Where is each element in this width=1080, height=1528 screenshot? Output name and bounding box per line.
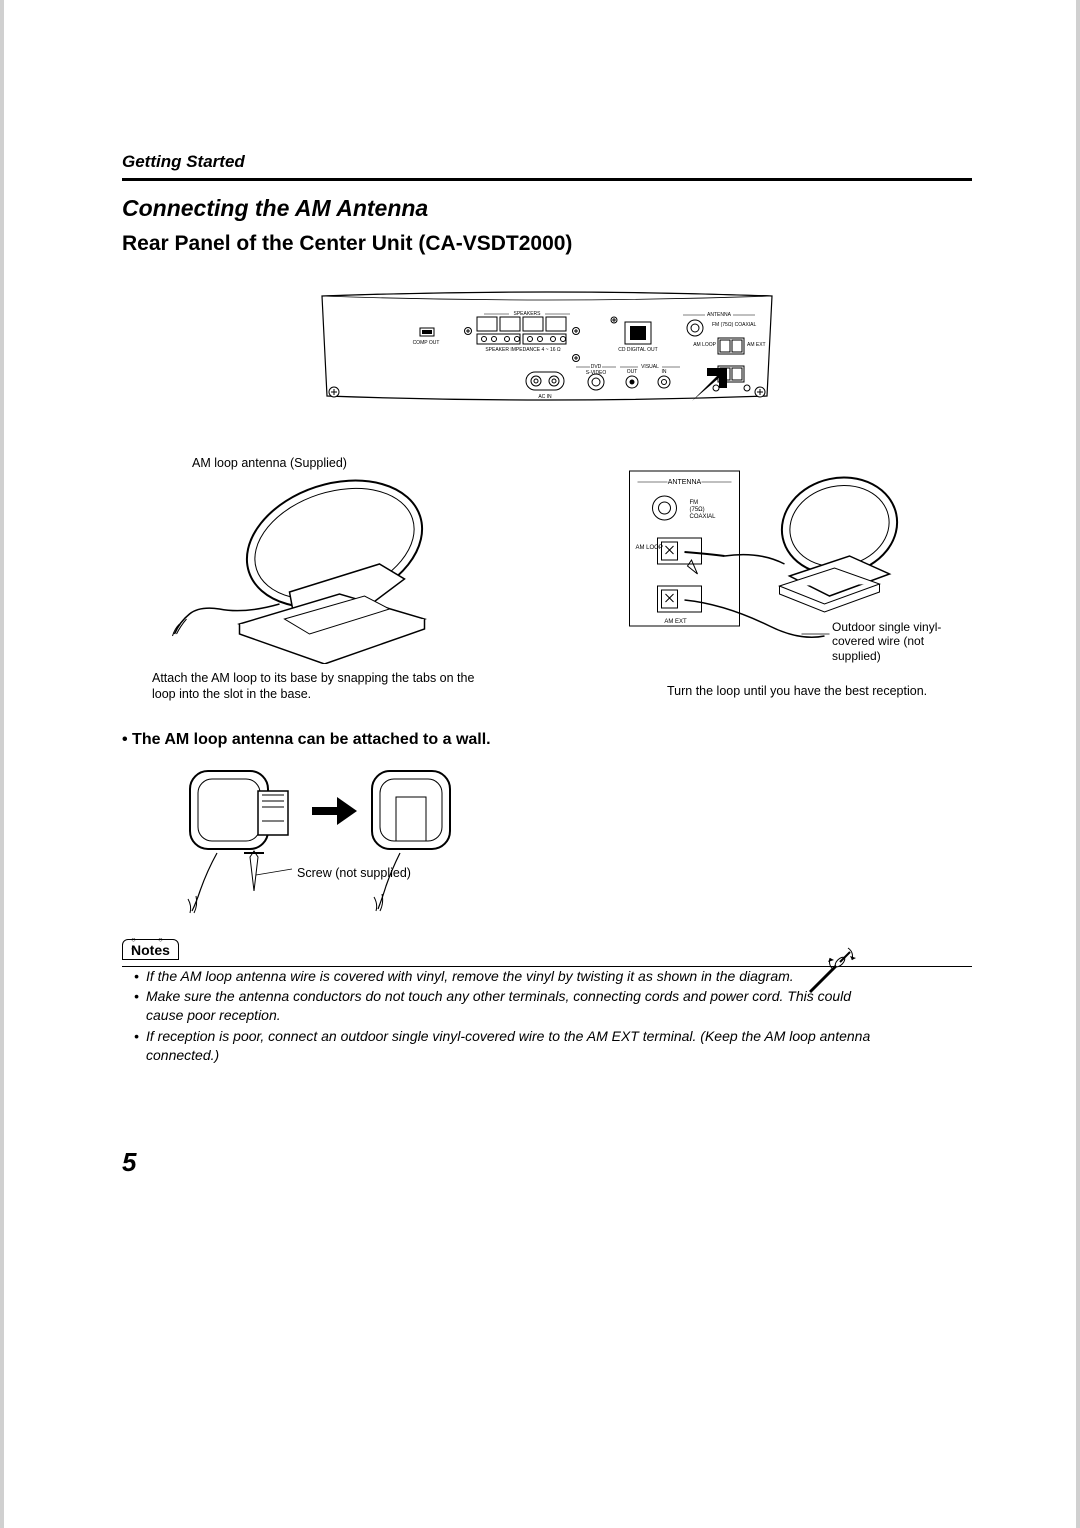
svg-text:SPEAKER IMPEDANCE 4 ~ 16 Ω: SPEAKER IMPEDANCE 4 ~ 16 Ω xyxy=(485,347,561,353)
wire-label: Outdoor single vinyl-covered wire (not s… xyxy=(832,620,972,663)
note-item: If reception is poor, connect an outdoor… xyxy=(134,1027,892,1065)
svg-text:VISUAL: VISUAL xyxy=(641,364,659,370)
screw-label: Screw (not supplied) xyxy=(297,866,411,880)
left-caption-above: AM loop antenna (Supplied) xyxy=(122,456,527,470)
left-caption-below: Attach the AM loop to its base by snappi… xyxy=(122,670,527,703)
svg-text:IN: IN xyxy=(662,369,667,375)
page-number: 5 xyxy=(122,1147,136,1178)
svg-text:(75Ω): (75Ω) xyxy=(690,507,705,513)
twist-diagram xyxy=(800,942,860,1002)
notes-badge: ○ ○ ○ Notes xyxy=(122,939,179,960)
rule-top xyxy=(122,178,972,181)
svg-text:FM (75Ω) COAXIAL: FM (75Ω) COAXIAL xyxy=(712,322,757,328)
svg-text:COAXIAL: COAXIAL xyxy=(690,514,717,520)
svg-text:FM: FM xyxy=(690,500,699,506)
section-title: Connecting the AM Antenna xyxy=(122,195,972,222)
svg-text:AM EXT: AM EXT xyxy=(747,342,766,348)
note-item: If the AM loop antenna wire is covered w… xyxy=(134,967,892,986)
breadcrumb: Getting Started xyxy=(122,152,972,172)
svg-text:AM LOOP: AM LOOP xyxy=(636,545,663,551)
svg-text:SPEAKERS: SPEAKERS xyxy=(514,311,542,317)
subsection-title: Rear Panel of the Center Unit (CA-VSDT20… xyxy=(122,232,972,256)
svg-text:ANTENNA: ANTENNA xyxy=(668,479,702,486)
right-figure-col: ANTENNA FM (75Ω) COAXIAL AM LOOP xyxy=(567,456,972,703)
right-caption-below: Turn the loop until you have the best re… xyxy=(567,683,972,699)
svg-text:CD DIGITAL OUT: CD DIGITAL OUT xyxy=(618,347,657,353)
am-loop-figure xyxy=(122,474,527,664)
svg-text:AM LOOP: AM LOOP xyxy=(693,342,716,348)
svg-text:AC IN: AC IN xyxy=(538,394,552,400)
rear-panel-figure: COMP OUT SPEAKERS SPEAKER IMPEDANCE 4 ~ … xyxy=(312,286,782,416)
notes-list: If the AM loop antenna wire is covered w… xyxy=(122,967,892,1065)
wall-mount-figure: Screw (not supplied) xyxy=(162,761,462,921)
left-figure-col: AM loop antenna (Supplied) Attach the AM xyxy=(122,456,527,703)
wall-note: • The AM loop antenna can be attached to… xyxy=(122,731,972,749)
note-item: Make sure the antenna conductors do not … xyxy=(134,987,892,1025)
svg-text:ANTENNA: ANTENNA xyxy=(707,312,732,318)
svg-text:OUT: OUT xyxy=(627,369,638,375)
svg-text:AM EXT: AM EXT xyxy=(664,619,687,625)
svg-text:S-VIDEO: S-VIDEO xyxy=(586,370,607,376)
svg-text:COMP OUT: COMP OUT xyxy=(413,340,440,346)
